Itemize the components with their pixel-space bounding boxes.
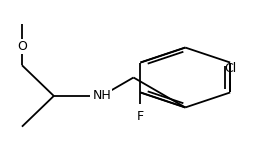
Text: F: F <box>137 110 144 123</box>
Text: O: O <box>17 40 27 53</box>
Text: Cl: Cl <box>224 62 236 75</box>
Text: NH: NH <box>92 89 111 102</box>
